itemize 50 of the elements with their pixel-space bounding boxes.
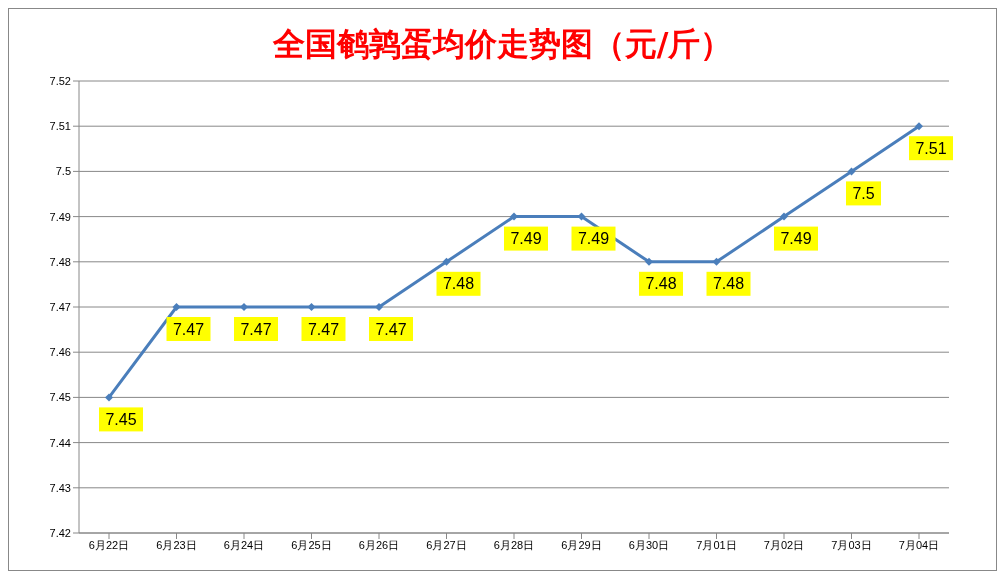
- y-tick-label: 7.49: [49, 210, 71, 223]
- x-tick-label: 6月25日: [291, 538, 332, 551]
- x-tick-label: 6月30日: [628, 538, 670, 551]
- x-tick-label: 7月02日: [763, 538, 805, 551]
- x-tick-label: 7月04日: [898, 538, 940, 551]
- x-tick-label: 6月27日: [426, 538, 467, 551]
- point: [915, 122, 923, 131]
- y-tick-label: 7.52: [49, 74, 71, 87]
- x-tick-label: 7月03日: [831, 538, 872, 551]
- x-tick-label: 6月29日: [561, 538, 602, 551]
- data-label: 7.47: [172, 320, 205, 338]
- point: [375, 303, 383, 311]
- data-label: 7.45: [105, 411, 137, 428]
- point: [847, 167, 856, 176]
- y-tick-label: 7.43: [49, 481, 71, 494]
- x-tick-label: 6月22日: [88, 538, 130, 551]
- data-label: 7.47: [240, 320, 272, 338]
- y-tick-label: 7.45: [49, 391, 71, 404]
- data-label: 7.47: [375, 320, 407, 338]
- data-label: 7.49: [780, 230, 812, 248]
- x-tick-label: 6月26日: [358, 538, 400, 551]
- point: [645, 257, 653, 266]
- point: [780, 212, 788, 221]
- y-tick-label: 7.47: [49, 300, 71, 313]
- chart-title: 全国鹌鹑蛋均价走势图（元/斤）: [271, 24, 734, 65]
- y-tick-label: 7.5: [55, 165, 71, 178]
- data-label: 7.49: [510, 230, 542, 248]
- data-label: 7.51: [915, 139, 947, 157]
- data-label: 7.48: [442, 275, 475, 293]
- data-label: 7.47: [307, 320, 340, 338]
- point: [307, 303, 316, 311]
- point: [172, 303, 181, 311]
- point: [442, 257, 451, 266]
- point: [712, 257, 721, 266]
- data-label: 7.48: [645, 275, 677, 293]
- y-tick-label: 7.44: [49, 436, 71, 449]
- x-tick-label: 6月23日: [156, 538, 197, 551]
- data-label: 7.5: [852, 185, 875, 202]
- data-label: 7.49: [577, 230, 610, 248]
- y-tick-label: 7.46: [49, 346, 71, 359]
- y-tick-label: 7.48: [49, 255, 71, 268]
- point: [510, 212, 518, 221]
- point: [105, 393, 113, 402]
- point: [240, 303, 248, 311]
- y-tick-label: 7.42: [49, 526, 71, 539]
- x-tick-label: 6月28日: [493, 538, 535, 551]
- x-tick-label: 6月24日: [223, 538, 265, 551]
- data-label: 7.48: [712, 275, 745, 293]
- y-tick-label: 7.51: [49, 120, 71, 133]
- x-tick-label: 7月01日: [696, 538, 737, 551]
